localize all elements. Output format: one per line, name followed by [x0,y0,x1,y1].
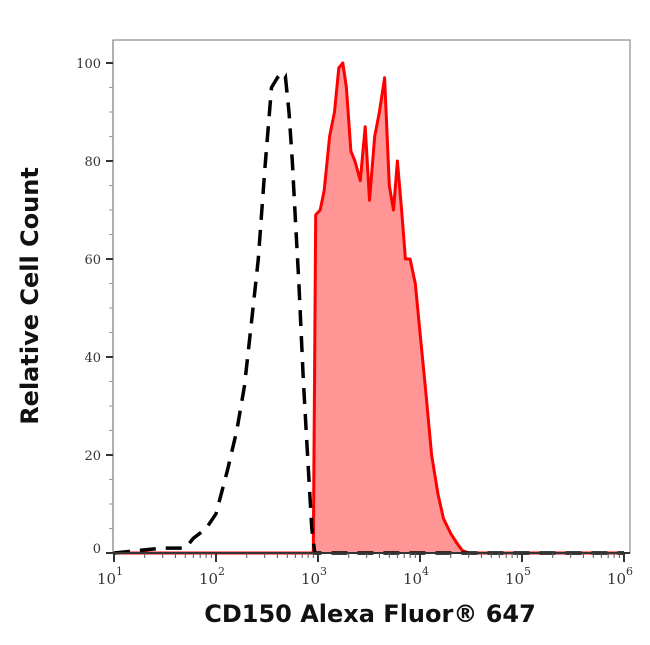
y-tick-label: 80 [84,155,101,170]
x-axis: 101 102 103 104 105 106 [97,552,633,588]
y-tick-label: 0 [93,542,101,557]
x-tick-label: 105 [505,565,531,588]
cd150-area-fill [114,63,624,553]
x-tick-label: 104 [403,565,429,588]
x-tick-label: 106 [607,565,633,588]
x-axis-title: CD150 Alexa Fluor® 647 [204,600,536,628]
control-dashed-line [113,72,624,555]
series-cd150 [114,61,624,555]
y-axis-title: Relative Cell Count [16,167,44,425]
series-control [113,72,624,555]
x-tick-label: 103 [301,565,327,588]
y-tick-label: 40 [84,351,101,366]
cd150-line [114,61,624,555]
y-tick-label: 100 [76,57,101,72]
y-tick-label: 60 [84,253,101,268]
y-tick-label: 20 [84,449,101,464]
x-tick-label: 101 [97,565,123,588]
x-tick-label: 102 [199,565,225,588]
y-axis: 0 20 40 60 80 100 [76,40,114,557]
